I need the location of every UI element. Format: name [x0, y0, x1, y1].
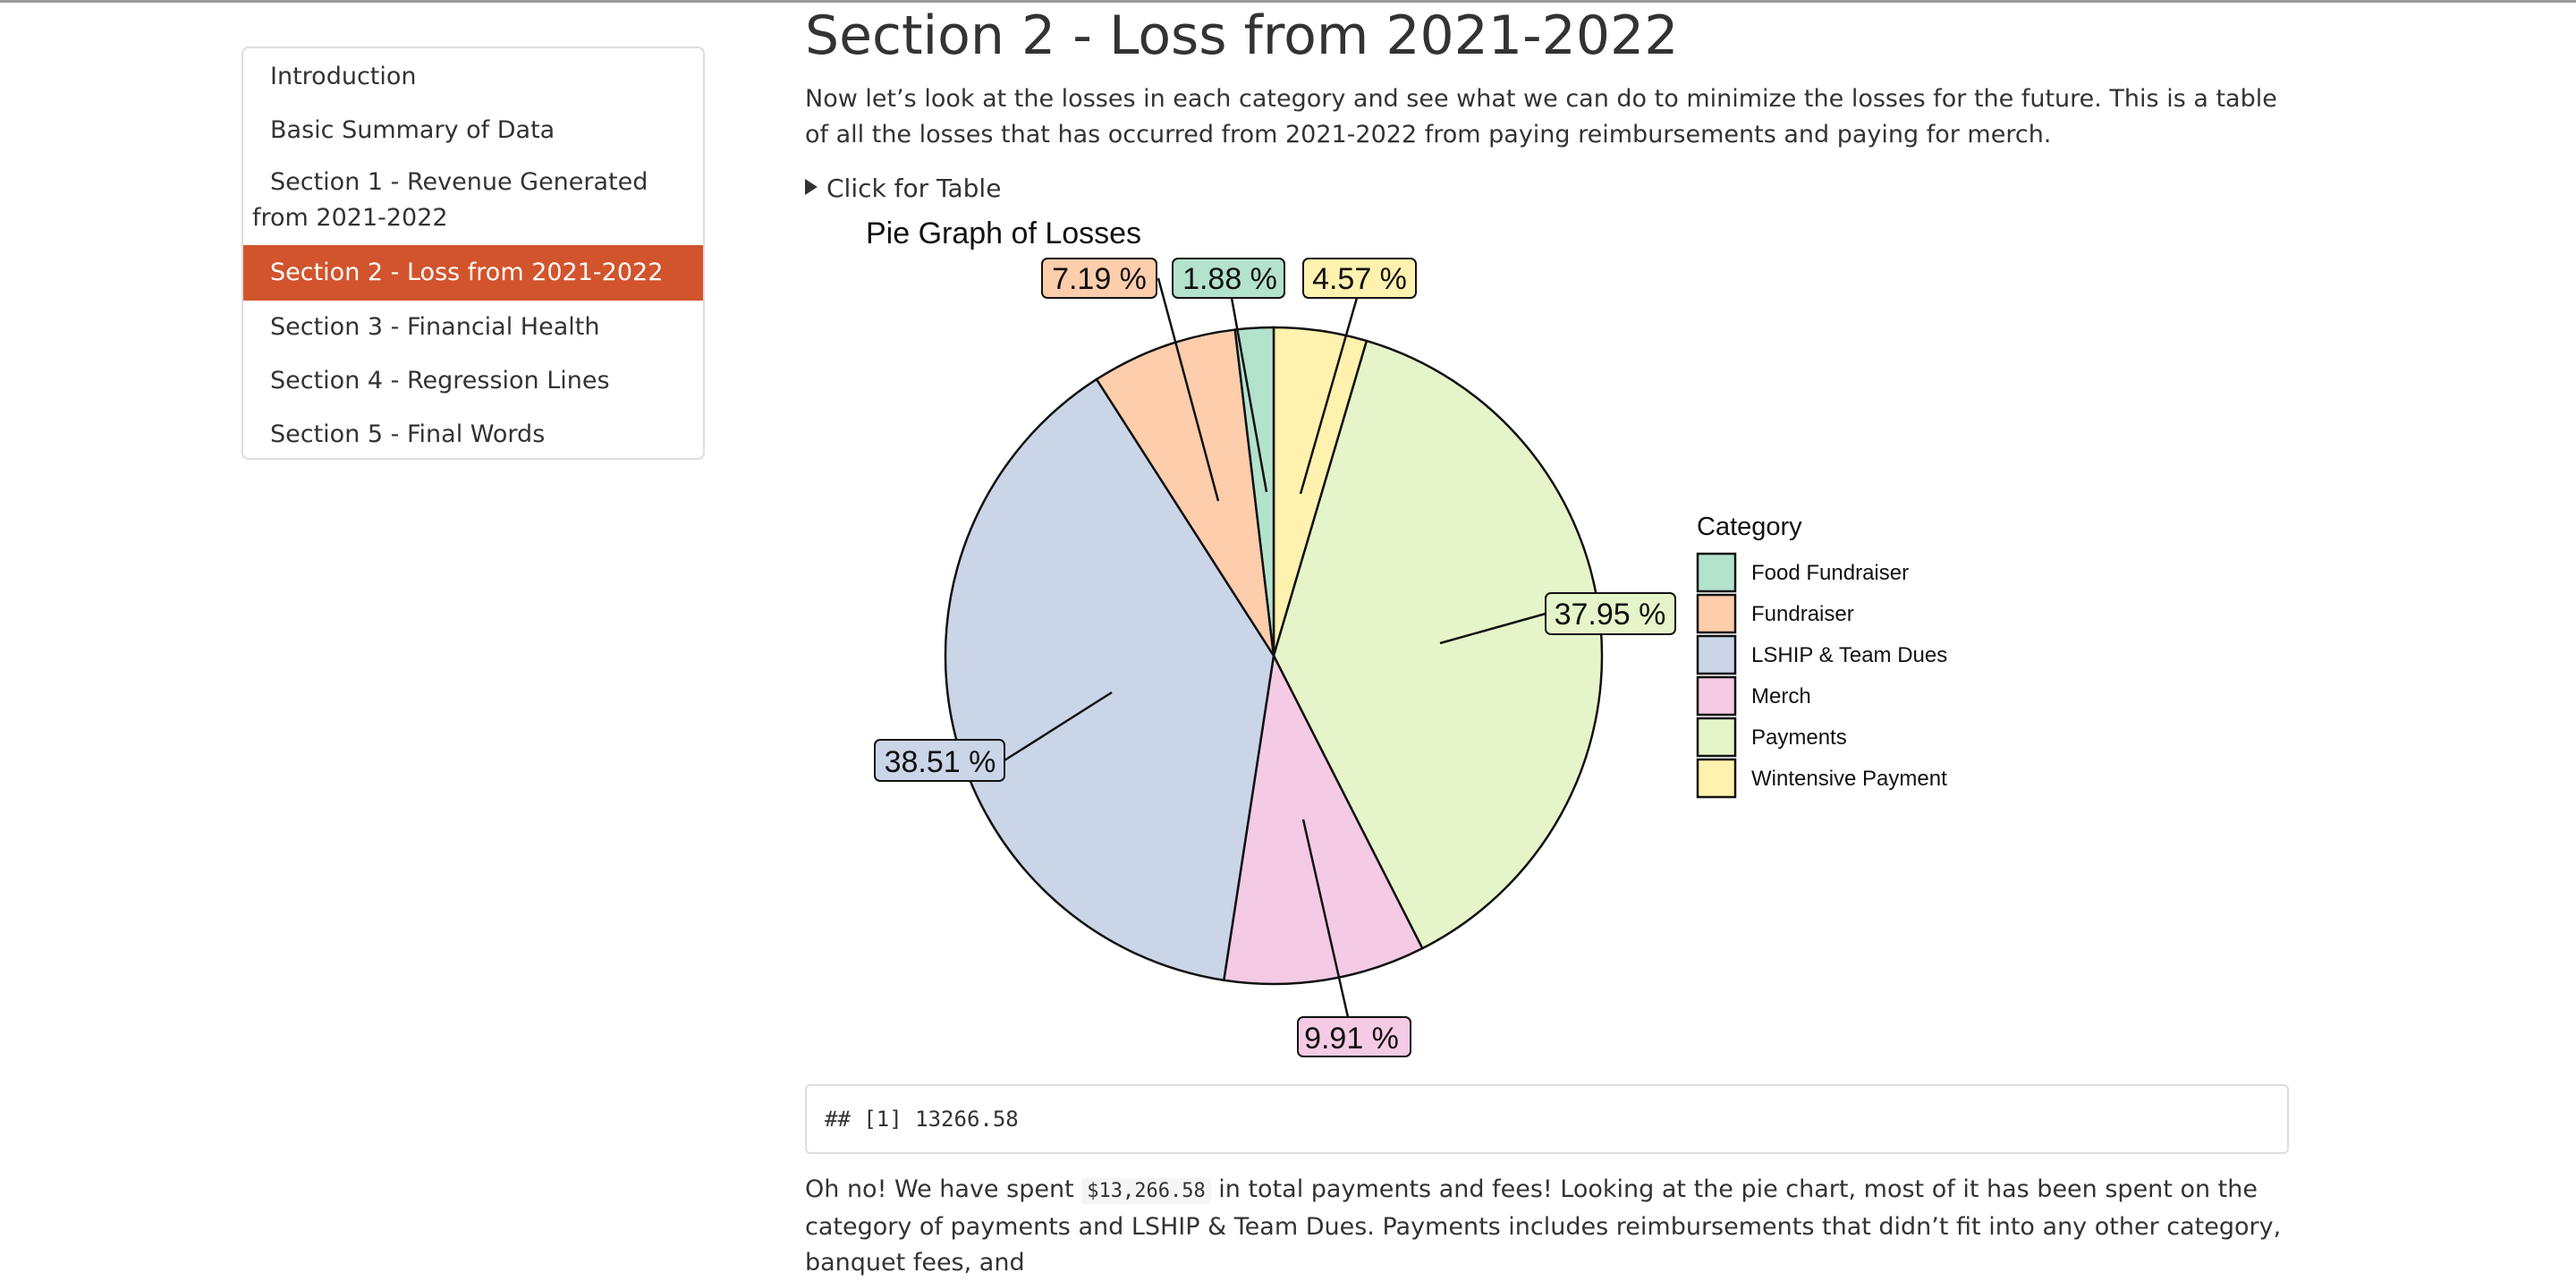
slice-label-payments: 37.95 %: [1555, 598, 1666, 632]
pie-slice-food-fundraiser: [1233, 326, 1275, 657]
pie-chart: Pie Graph of Losses 1.88 % 7.19 % 38.51 % 9…: [866, 216, 1947, 1057]
leader-line-food-fundraiser: [1230, 297, 1268, 493]
table-of-contents: Introduction Basic Summary of Data Secti…: [242, 47, 705, 460]
code-output-block: ## [1] 13266.58: [805, 1084, 2289, 1154]
legend-swatch-fundraiser: [1696, 593, 1737, 634]
toc-item-basic-summary[interactable]: Basic Summary of Data: [270, 116, 555, 144]
chart-legend: Food Fundraiser Fundraiser LSHIP & Team Du…: [1696, 552, 1947, 799]
slice-label-box-payments: [1545, 592, 1676, 635]
disclosure-triangle-icon: [805, 179, 818, 195]
leader-line-fundraiser: [1157, 277, 1220, 502]
window-top-border: [0, 0, 2576, 3]
toc-item-section-5[interactable]: Section 5 - Final Words: [270, 420, 546, 448]
slice-label-box-lship-and-team-dues: [874, 739, 1005, 782]
label-leader-lines: [1004, 277, 1546, 1018]
section-title: Section 2 - Loss from 2021-2022: [805, 4, 1679, 67]
legend-title: Category: [1697, 513, 1802, 541]
slice-label-box-food-fundraiser: [1172, 258, 1285, 299]
slice-label-box-merch: [1297, 1016, 1411, 1057]
legend-swatch-merch: [1696, 675, 1737, 717]
legend-label-fundraiser: Fundraiser: [1751, 602, 1854, 626]
slice-label-wintensive-payment: 4.57 %: [1312, 262, 1407, 296]
leader-line-wintensive-payment: [1299, 297, 1359, 495]
toc-item-section-2[interactable]: Section 2 - Loss from 2021-2022: [243, 245, 703, 301]
table-toggle[interactable]: Click for Table: [805, 171, 1001, 207]
slice-label-lship-and-team-dues: 38.51 %: [885, 745, 996, 779]
toc-item-introduction[interactable]: Introduction: [270, 63, 417, 90]
pie-slices: [944, 326, 1604, 986]
chart-title: Pie Graph of Losses: [866, 216, 1141, 250]
legend-label-lship-and-team-dues: LSHIP & Team Dues: [1751, 643, 1947, 667]
slice-label-fundraiser: 7.19 %: [1052, 262, 1147, 296]
pie-slice-fundraiser: [1095, 328, 1275, 657]
legend-label-wintensive-payment: Wintensive Payment: [1751, 767, 1947, 791]
section-intro-text: Now let’s look at the losses in each cat…: [805, 85, 2277, 148]
toc-item-section-3[interactable]: Section 3 - Financial Health: [270, 313, 600, 341]
total-amount-code: $13,266.58: [1081, 1178, 1211, 1204]
slice-label-merch: 9.91 %: [1304, 1022, 1399, 1056]
legend-swatch-food-fundraiser: [1696, 552, 1737, 593]
conclusion-text-start: Oh no! We have spent: [805, 1175, 1082, 1203]
legend-swatch-wintensive-payment: [1696, 758, 1737, 799]
leader-line-merch: [1301, 819, 1350, 1018]
conclusion-text: Oh no! We have spent $13,266.58 in total…: [805, 1172, 2290, 1281]
legend-label-merch: Merch: [1751, 684, 1811, 708]
legend-swatch-payments: [1696, 717, 1737, 758]
table-toggle-label: Click for Table: [826, 174, 1002, 203]
slice-labels: 1.88 % 7.19 % 38.51 % 9.91 % 37.95 % 4.57 %: [874, 258, 1676, 1057]
legend-label-food-fundraiser: Food Fundraiser: [1751, 561, 1909, 585]
slice-label-food-fundraiser: 1.88 %: [1182, 262, 1277, 296]
pie-slice-merch: [1222, 651, 1424, 986]
toc-item-section-1[interactable]: Section 1 - Revenue Generated from 2021-…: [252, 168, 648, 232]
toc-item-section-4[interactable]: Section 4 - Regression Lines: [270, 367, 610, 394]
legend-swatch-lship-and-team-dues: [1696, 634, 1737, 675]
leader-line-payments: [1439, 612, 1546, 645]
slice-label-box-wintensive-payment: [1302, 258, 1417, 299]
legend-label-payments: Payments: [1751, 725, 1847, 750]
slice-label-box-fundraiser: [1041, 258, 1157, 299]
leader-line-lship-and-team-dues: [1004, 691, 1113, 762]
